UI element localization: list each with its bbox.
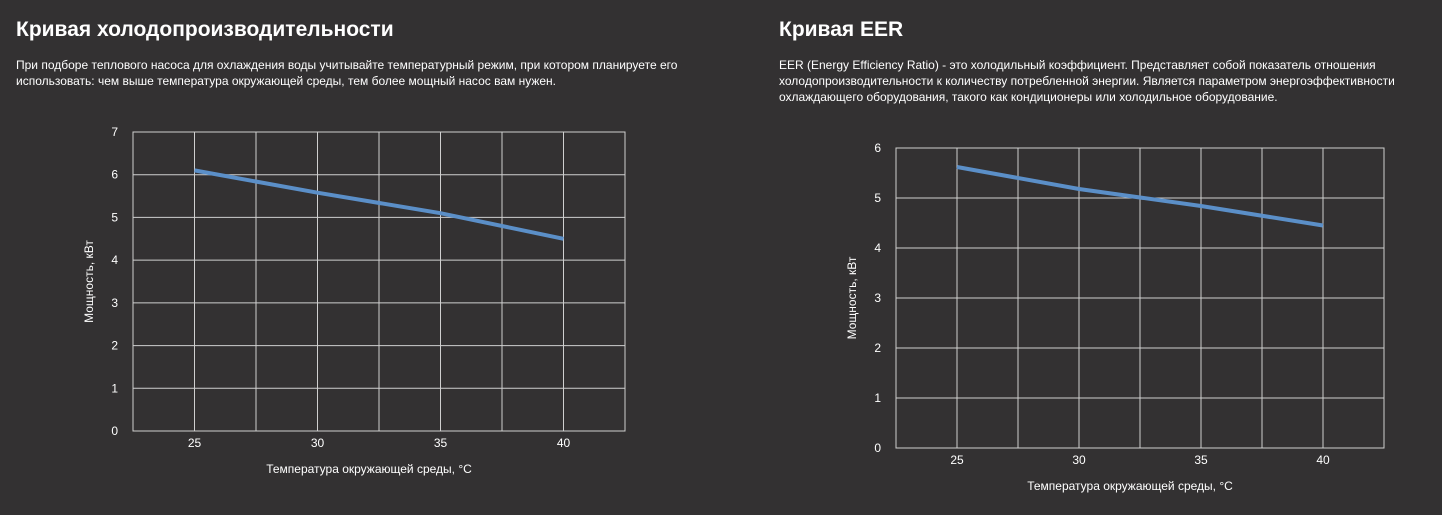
y-axis-label: Мощность, кВт: [82, 240, 96, 323]
x-tick-label: 40: [1316, 453, 1330, 467]
y-tick-label: 0: [874, 441, 881, 455]
y-tick-label: 5: [111, 210, 118, 224]
y-tick-label: 3: [111, 296, 118, 310]
x-tick-label: 25: [188, 436, 202, 450]
x-tick-label: 35: [434, 436, 448, 450]
y-tick-label: 6: [874, 141, 881, 155]
panel-title: Кривая EER: [779, 18, 904, 41]
y-tick-label: 2: [874, 341, 881, 355]
y-tick-label: 3: [874, 291, 881, 305]
x-tick-label: 35: [1194, 453, 1208, 467]
y-tick-label: 5: [874, 191, 881, 205]
x-tick-label: 30: [1072, 453, 1086, 467]
plot-frame: [895, 147, 1385, 449]
panel-description: EER (Energy Efficiency Ratio) - это холо…: [779, 58, 1395, 104]
y-axis-label: Мощность, кВт: [845, 256, 859, 339]
panel-description: При подборе теплового насоса для охлажде…: [16, 58, 678, 88]
y-tick-label: 7: [111, 125, 118, 139]
x-tick-label: 25: [950, 453, 964, 467]
x-axis-label: Температура окружающей среды, °C: [266, 462, 472, 476]
y-tick-label: 6: [111, 168, 118, 182]
grid: [896, 147, 1384, 449]
series-line: [194, 168, 564, 241]
y-tick-label: 2: [111, 339, 118, 353]
x-axis-label: Температура окружающей среды, °C: [1027, 479, 1233, 493]
panel-title: Кривая холодопроизводительности: [16, 18, 394, 41]
y-tick-label: 4: [111, 253, 118, 267]
y-tick-label: 0: [111, 424, 118, 438]
y-tick-label: 1: [874, 391, 881, 405]
x-tick-label: 40: [557, 436, 571, 450]
y-tick-label: 4: [874, 241, 881, 255]
plot-frame: [132, 131, 626, 432]
series-line: [956, 165, 1324, 228]
y-tick-label: 1: [111, 381, 118, 395]
x-tick-label: 30: [311, 436, 325, 450]
